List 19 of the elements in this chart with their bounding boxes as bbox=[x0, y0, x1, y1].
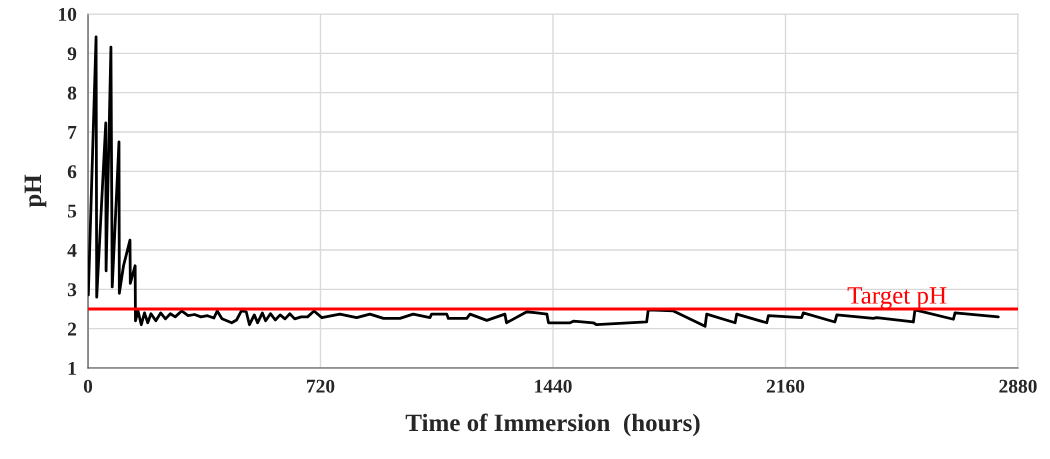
y-tick-label: 7 bbox=[68, 126, 77, 139]
x-axis-title: Time of Immersion (hours) bbox=[405, 413, 700, 437]
x-tick-label: 2160 bbox=[766, 379, 805, 393]
y-tick-label: 10 bbox=[59, 7, 77, 21]
y-tick-label: 2 bbox=[67, 322, 77, 336]
ref-line-label: Target pH bbox=[847, 287, 947, 309]
y-tick-label: 1 bbox=[68, 361, 76, 375]
x-tick-label: 0 bbox=[83, 379, 93, 393]
y-tick-label: 4 bbox=[67, 243, 77, 257]
y-tick-label: 9 bbox=[67, 47, 77, 61]
x-tick-label: 720 bbox=[307, 379, 335, 393]
x-tick-label: 1440 bbox=[535, 379, 572, 393]
y-axis-title: pH bbox=[24, 174, 47, 208]
line-series bbox=[88, 35, 1000, 328]
y-tick-label: 8 bbox=[67, 86, 77, 100]
y-tick-label: 5 bbox=[67, 204, 77, 218]
x-tick-label: 2880 bbox=[999, 379, 1037, 393]
y-tick-label: 3 bbox=[67, 283, 77, 297]
y-tick-label: 6 bbox=[67, 165, 77, 179]
